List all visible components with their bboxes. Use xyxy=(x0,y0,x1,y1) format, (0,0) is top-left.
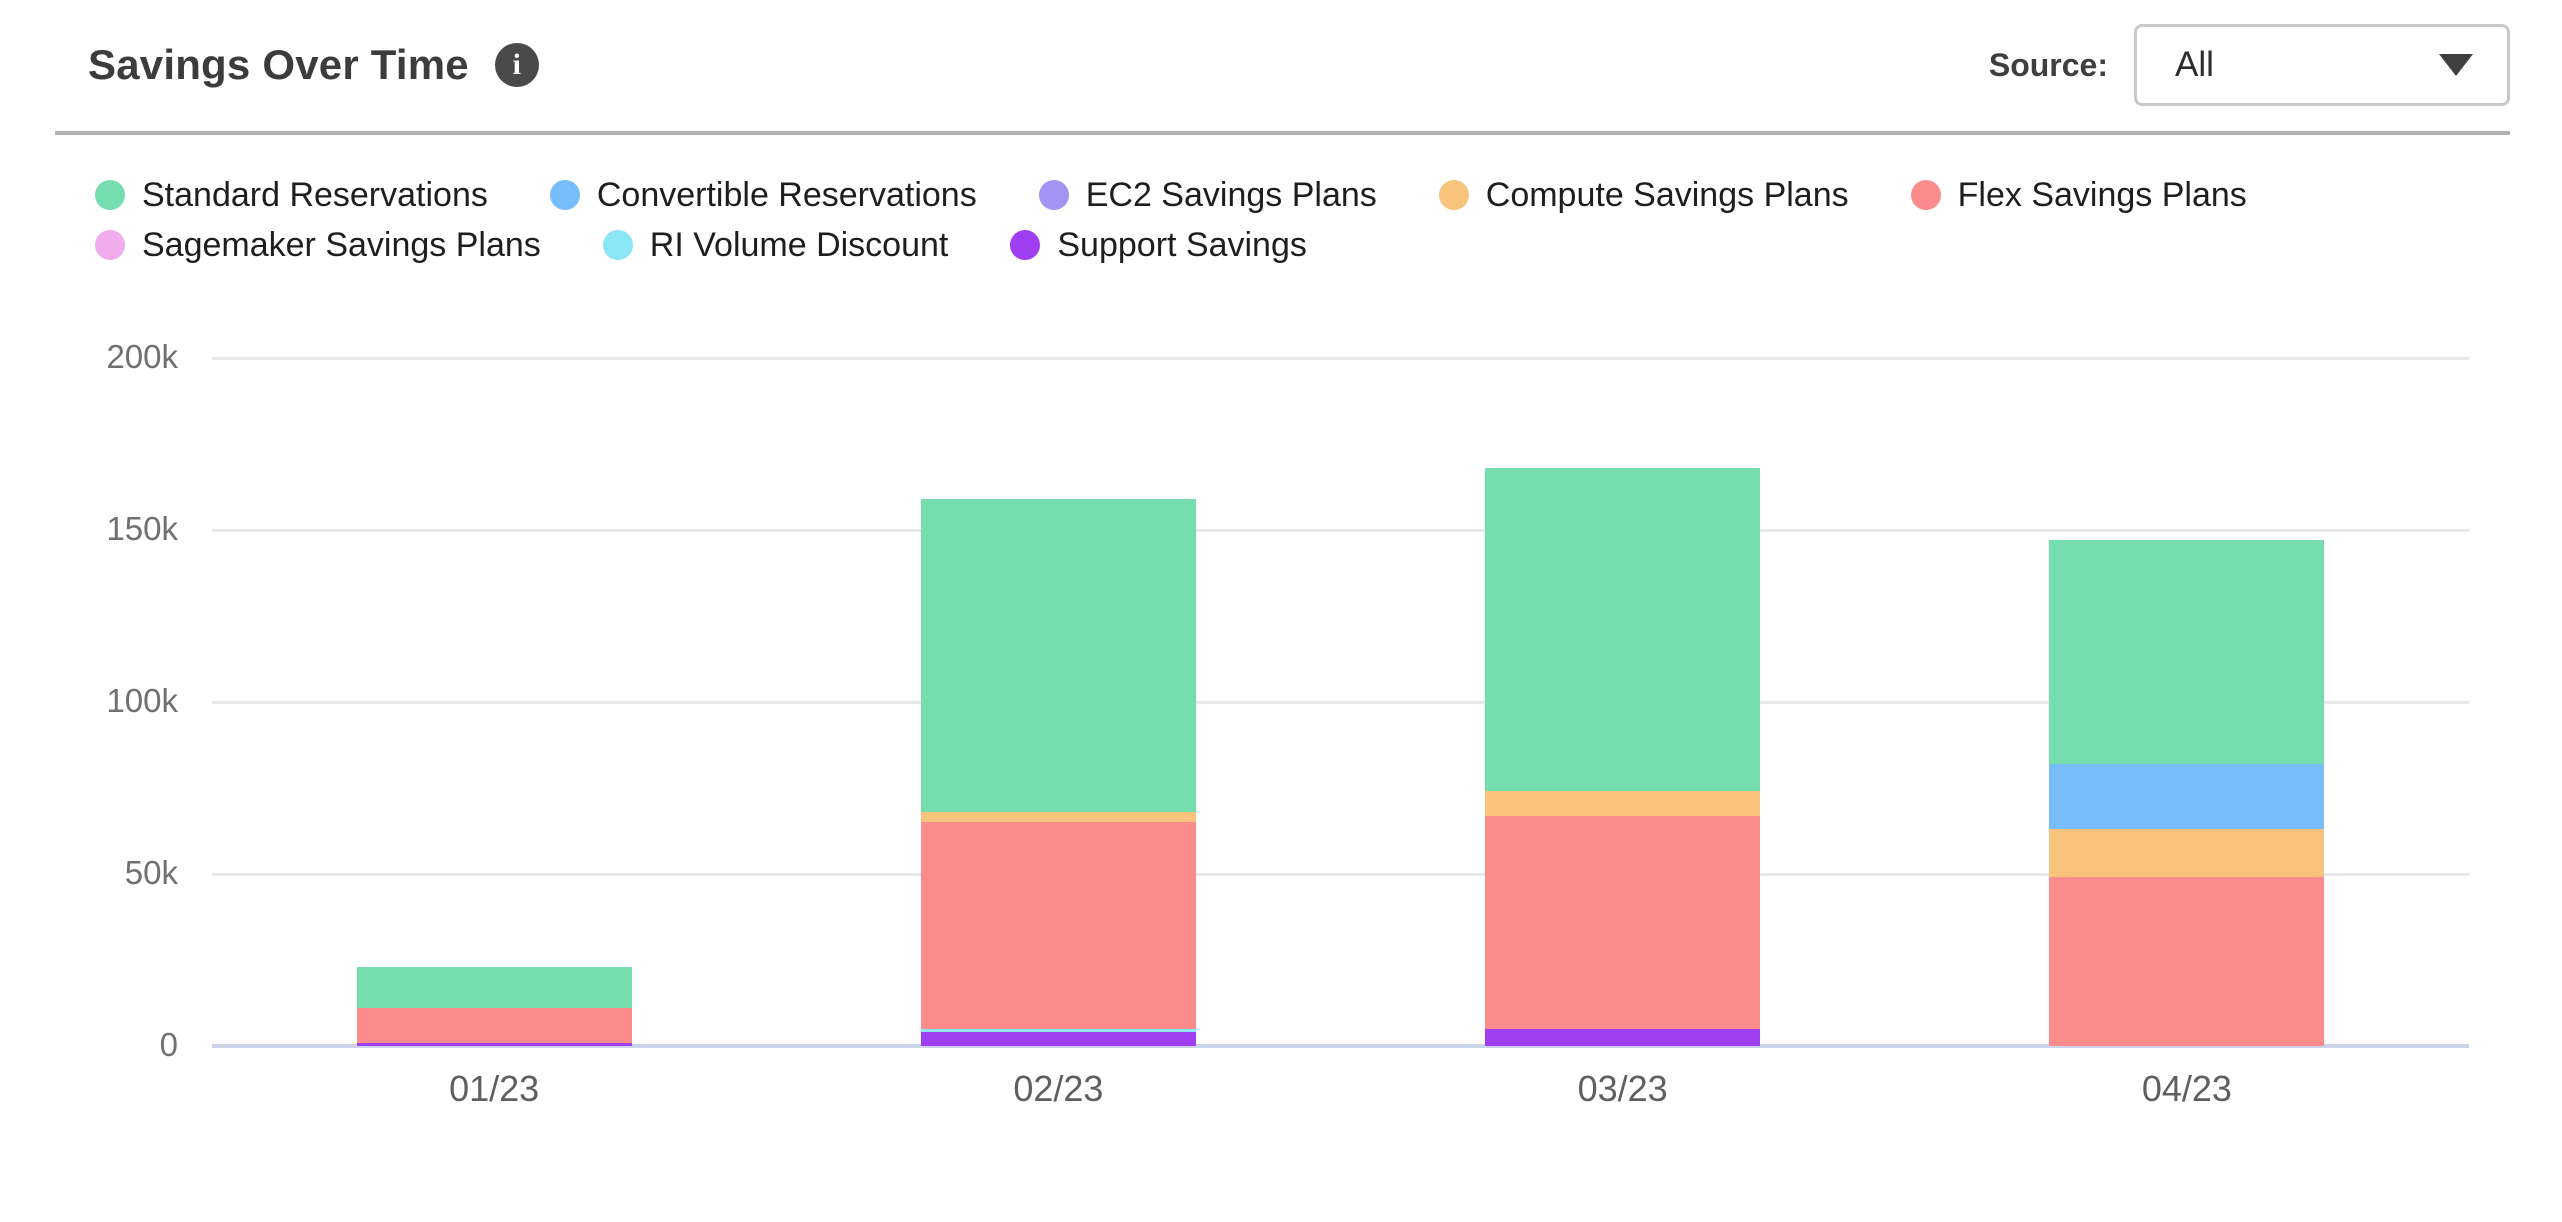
chart-title: Savings Over Time xyxy=(88,41,469,88)
y-axis-tick-label: 150k xyxy=(106,510,178,547)
bar-segment[interactable] xyxy=(2049,877,2325,1046)
bar-segment[interactable] xyxy=(356,1042,632,1046)
bar-segment[interactable] xyxy=(2049,829,2325,878)
bar-segment[interactable] xyxy=(2049,763,2325,830)
legend-item[interactable]: RI Volume Discount xyxy=(602,222,949,268)
legend-dot-icon xyxy=(1438,180,1469,210)
title-wrap: Savings Over Time i xyxy=(88,0,539,130)
x-axis-line xyxy=(212,1044,2469,1048)
x-axis-label: 04/23 xyxy=(2141,1068,2232,1109)
legend-item-label: EC2 Savings Plans xyxy=(1085,175,1377,214)
legend-dot-icon xyxy=(95,180,125,210)
legend-item[interactable]: Flex Savings Plans xyxy=(1910,172,2247,218)
legend-item-label: Flex Savings Plans xyxy=(1957,175,2247,214)
legend-item-label: Sagemaker Savings Plans xyxy=(142,225,541,264)
bar-segment[interactable] xyxy=(356,1008,632,1043)
legend-item-label: Convertible Reservations xyxy=(596,175,977,214)
x-axis-label: 03/23 xyxy=(1577,1068,1668,1109)
legend-item[interactable]: EC2 Savings Plans xyxy=(1038,172,1377,218)
gridline xyxy=(212,700,2469,704)
chart-legend: Standard Reservations Convertible Reserva… xyxy=(95,172,2485,268)
source-label: Source: xyxy=(1988,46,2108,83)
y-axis-tick-label: 0 xyxy=(159,1026,178,1063)
bar-segment[interactable] xyxy=(1485,791,1761,816)
gridline xyxy=(212,356,2469,360)
legend-dot-icon xyxy=(1010,230,1041,260)
gridline xyxy=(212,528,2469,532)
source-wrap: Source: All xyxy=(1989,0,2510,130)
x-axis-label: 02/23 xyxy=(1013,1068,1104,1109)
legend-dot-icon xyxy=(95,230,125,260)
legend-item[interactable]: Standard Reservations xyxy=(95,172,488,218)
header-divider xyxy=(55,131,2510,135)
legend-item-label: RI Volume Discount xyxy=(649,225,949,264)
source-select-value: All xyxy=(2175,45,2214,84)
bar-segment[interactable] xyxy=(1485,1028,1761,1046)
bar-segment[interactable] xyxy=(356,966,632,1009)
legend-item-label: Compute Savings Plans xyxy=(1485,175,1849,214)
y-axis-tick-label: 100k xyxy=(106,682,178,719)
bar-segment[interactable] xyxy=(920,1028,1196,1033)
bar-segment[interactable] xyxy=(920,822,1196,1029)
legend-item[interactable]: Support Savings xyxy=(1010,222,1307,268)
legend-dot-icon xyxy=(549,180,580,210)
legend-dot-icon xyxy=(1038,180,1069,210)
chevron-down-icon xyxy=(2439,54,2473,76)
legend-item[interactable]: Compute Savings Plans xyxy=(1438,172,1849,218)
bar-segment[interactable] xyxy=(920,812,1196,823)
gridline xyxy=(212,872,2469,876)
x-axis-label: 01/23 xyxy=(449,1068,540,1109)
y-axis-tick-label: 50k xyxy=(124,854,178,891)
source-select[interactable]: All xyxy=(2134,24,2510,106)
panel-header: Savings Over Time i Source: All xyxy=(0,0,2562,130)
y-axis-tick-label: 200k xyxy=(106,338,178,375)
info-icon[interactable]: i xyxy=(494,43,539,87)
bar-segment[interactable] xyxy=(920,1032,1196,1046)
legend-item-label: Support Savings xyxy=(1057,225,1307,264)
legend-dot-icon xyxy=(602,230,633,260)
bar-segment[interactable] xyxy=(1485,468,1761,792)
bar-segment[interactable] xyxy=(920,499,1196,813)
legend-dot-icon xyxy=(1910,180,1941,210)
legend-item[interactable]: Sagemaker Savings Plans xyxy=(95,222,541,268)
bar-segment[interactable] xyxy=(2049,540,2325,764)
legend-item[interactable]: Convertible Reservations xyxy=(549,172,977,218)
legend-item-label: Standard Reservations xyxy=(142,175,488,214)
bar-segment[interactable] xyxy=(1485,815,1761,1029)
